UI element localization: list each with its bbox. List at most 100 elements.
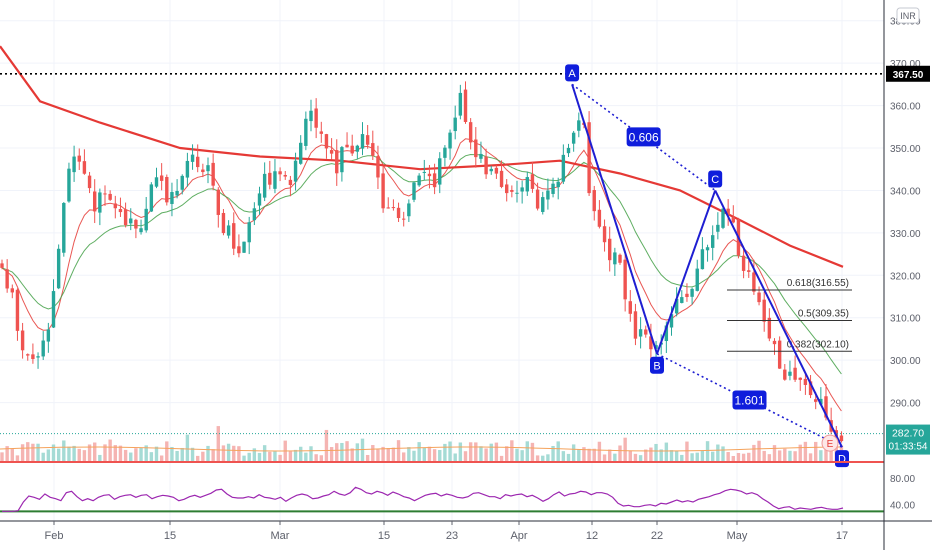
candle-body xyxy=(113,203,117,209)
volume-bar xyxy=(15,455,20,462)
volume-bar xyxy=(319,455,323,462)
volume-bar xyxy=(649,447,653,462)
candle-body xyxy=(664,325,669,342)
candle-body xyxy=(402,218,406,220)
candle-body xyxy=(505,184,509,194)
volume-bar xyxy=(422,447,426,462)
candle-body xyxy=(613,252,617,265)
candle-body xyxy=(170,192,174,204)
volume-bar xyxy=(458,442,463,462)
candle-body xyxy=(484,156,488,175)
volume-bar xyxy=(386,448,390,462)
candle-body xyxy=(180,175,184,190)
volume-bar xyxy=(592,448,596,462)
candle-body xyxy=(165,176,169,203)
fib-level-label: 0.618(316.55) xyxy=(787,278,849,289)
candle-body xyxy=(716,224,720,232)
candle-body xyxy=(309,110,313,122)
countdown-label: 01:33:54 xyxy=(889,442,928,453)
candle-body xyxy=(417,175,421,186)
volume-bar xyxy=(453,453,457,462)
volume-bar xyxy=(561,451,566,462)
volume-bar xyxy=(788,450,792,462)
volume-bar xyxy=(613,453,617,462)
volume-bar xyxy=(489,443,493,462)
candle-body xyxy=(335,150,339,174)
candle-body xyxy=(67,168,71,202)
event-marker xyxy=(821,434,839,452)
oscillator-pane xyxy=(0,461,884,513)
volume-bar xyxy=(242,455,246,462)
volume-bar xyxy=(293,449,298,462)
candle-body xyxy=(247,222,251,243)
candle-body xyxy=(530,174,535,189)
volume-bar xyxy=(0,452,4,462)
volume-bar xyxy=(551,445,555,462)
time-tick-label: 15 xyxy=(164,530,176,542)
candle-body xyxy=(834,430,838,437)
price-tick-label: 340.00 xyxy=(890,186,921,197)
candle-body xyxy=(381,173,385,209)
volume-bar xyxy=(741,453,746,462)
last-price-badge xyxy=(886,424,930,455)
volume-bar xyxy=(432,449,437,462)
candle-body xyxy=(608,238,612,261)
candle-body xyxy=(814,399,818,402)
oscillator-tick-label: 80.00 xyxy=(890,474,915,485)
candle-body xyxy=(355,145,360,152)
volume-bar xyxy=(62,440,66,462)
reference-level-badge xyxy=(886,65,930,82)
volume-bar xyxy=(499,455,504,462)
candle-body xyxy=(453,117,457,132)
candle-body xyxy=(159,175,164,181)
pattern-leg xyxy=(656,190,717,355)
volume-bar xyxy=(5,446,9,462)
volume-bar xyxy=(515,448,519,462)
volume-bar xyxy=(165,441,169,462)
price-tick-label: 310.00 xyxy=(890,314,921,325)
candle-body xyxy=(463,89,468,122)
volume-bar xyxy=(525,441,529,462)
volume-bar xyxy=(371,445,375,462)
abcd-pattern[interactable]: 0.618(316.55) 0.5(309.35) 0.382(302.10) 0.6… xyxy=(0,64,884,468)
candle-body xyxy=(314,108,318,128)
time-tick-label: 23 xyxy=(446,530,458,542)
volume-bar xyxy=(350,448,354,462)
volume-bar xyxy=(772,445,777,462)
candle-body xyxy=(329,150,334,154)
candle-body xyxy=(757,292,761,303)
volume-bar xyxy=(31,443,35,462)
volume-bar xyxy=(288,451,293,462)
volume-bar xyxy=(226,443,231,462)
candle-body xyxy=(319,131,323,134)
candle-body xyxy=(783,369,787,380)
candle-body xyxy=(705,247,710,251)
volume-bar xyxy=(505,446,509,462)
candle-body xyxy=(226,225,231,236)
candle-body xyxy=(680,297,684,303)
candle-body xyxy=(448,132,452,149)
volume-bar xyxy=(396,440,401,462)
candle-body xyxy=(669,314,674,328)
volume-bar xyxy=(170,446,174,462)
candle-body xyxy=(36,356,40,358)
candle-body xyxy=(561,154,566,182)
candle-body xyxy=(87,175,92,189)
candle-body xyxy=(242,241,246,253)
volume-bar xyxy=(175,450,179,462)
volume-bar xyxy=(705,441,710,462)
volume-bar xyxy=(314,454,318,462)
volume-bar xyxy=(808,453,813,462)
volume-bar xyxy=(582,447,586,462)
volume-bar xyxy=(407,447,411,462)
candle-body xyxy=(190,154,195,162)
volume-bar xyxy=(762,450,766,462)
candle-body xyxy=(427,173,432,177)
volume-bar xyxy=(798,444,802,462)
volume-bar xyxy=(566,453,571,462)
pattern-leg xyxy=(571,84,658,355)
volume-bar xyxy=(680,454,684,462)
volume-ma-line xyxy=(0,446,841,452)
volume-bar xyxy=(87,444,92,462)
